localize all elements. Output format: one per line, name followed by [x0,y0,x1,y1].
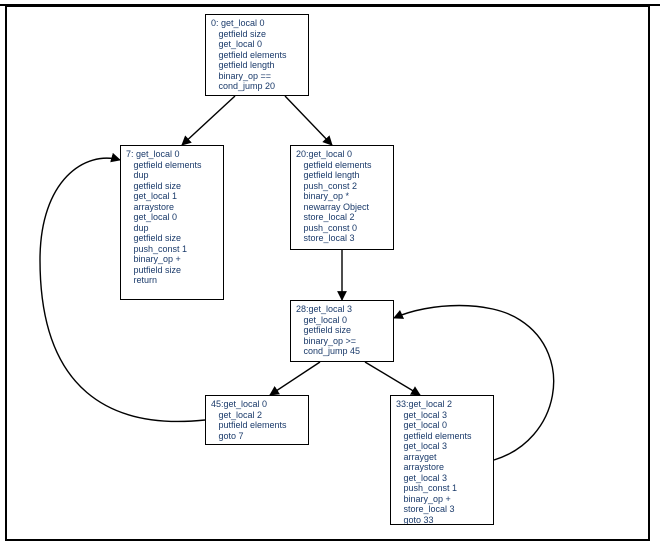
node-n33-line: get_local 3 [396,473,488,484]
node-n45-line: putfield elements [211,420,303,431]
node-n7-line: getfield size [126,233,218,244]
node-n7-line: dup [126,170,218,181]
node-n20-line: 20:get_local 0 [296,149,388,160]
node-n33-line: arraystore [396,462,488,473]
outer-border [5,5,650,541]
node-n33-line: push_const 1 [396,483,488,494]
node-n20-line: getfield length [296,170,388,181]
node-n7-line: binary_op + [126,254,218,265]
node-n7-line: dup [126,223,218,234]
node-n20-line: store_local 3 [296,233,388,244]
node-n7-line: arraystore [126,202,218,213]
node-n33-line: getfield elements [396,431,488,442]
node-n7-line: getfield elements [126,160,218,171]
node-n45-line: goto 7 [211,431,303,442]
node-n28-line: cond_jump 45 [296,346,388,357]
node-n0-line: binary_op == [211,71,303,82]
node-n7-line: 7: get_local 0 [126,149,218,160]
node-n45-line: get_local 2 [211,410,303,421]
node-n33-line: get_local 0 [396,420,488,431]
node-n20-line: push_const 0 [296,223,388,234]
node-n20-line: binary_op * [296,191,388,202]
node-n45-line: 45:get_local 0 [211,399,303,410]
node-n7-line: get_local 0 [126,212,218,223]
node-n7: 7: get_local 0 getfield elements dup get… [120,145,224,300]
node-n28: 28:get_local 3 get_local 0 getfield size… [290,300,394,362]
node-n33-line: get_local 3 [396,410,488,421]
node-n7-line: push_const 1 [126,244,218,255]
node-n33-line: 33:get_local 2 [396,399,488,410]
node-n0-line: 0: get_local 0 [211,18,303,29]
node-n28-line: 28:get_local 3 [296,304,388,315]
node-n28-line: getfield size [296,325,388,336]
node-n0-line: getfield size [211,29,303,40]
node-n7-line: putfield size [126,265,218,276]
node-n0-line: getfield elements [211,50,303,61]
node-n33-line: arrayget [396,452,488,463]
node-n33: 33:get_local 2 get_local 3 get_local 0 g… [390,395,494,525]
node-n28-line: get_local 0 [296,315,388,326]
node-n0-line: getfield length [211,60,303,71]
node-n0-line: cond_jump 20 [211,81,303,92]
node-n20-line: getfield elements [296,160,388,171]
node-n33-line: store_local 3 [396,504,488,515]
node-n7-line: get_local 1 [126,191,218,202]
node-n33-line: goto 33 [396,515,488,526]
node-n20: 20:get_local 0 getfield elements getfiel… [290,145,394,250]
diagram-canvas: 0: get_local 0 getfield size get_local 0… [0,0,660,546]
node-n33-line: get_local 3 [396,441,488,452]
node-n20-line: newarray Object [296,202,388,213]
node-n28-line: binary_op >= [296,336,388,347]
node-n45: 45:get_local 0 get_local 2 putfield elem… [205,395,309,445]
node-n7-line: getfield size [126,181,218,192]
node-n20-line: store_local 2 [296,212,388,223]
node-n20-line: push_const 2 [296,181,388,192]
node-n7-line: return [126,275,218,286]
node-n33-line: binary_op + [396,494,488,505]
node-n0: 0: get_local 0 getfield size get_local 0… [205,14,309,96]
node-n0-line: get_local 0 [211,39,303,50]
